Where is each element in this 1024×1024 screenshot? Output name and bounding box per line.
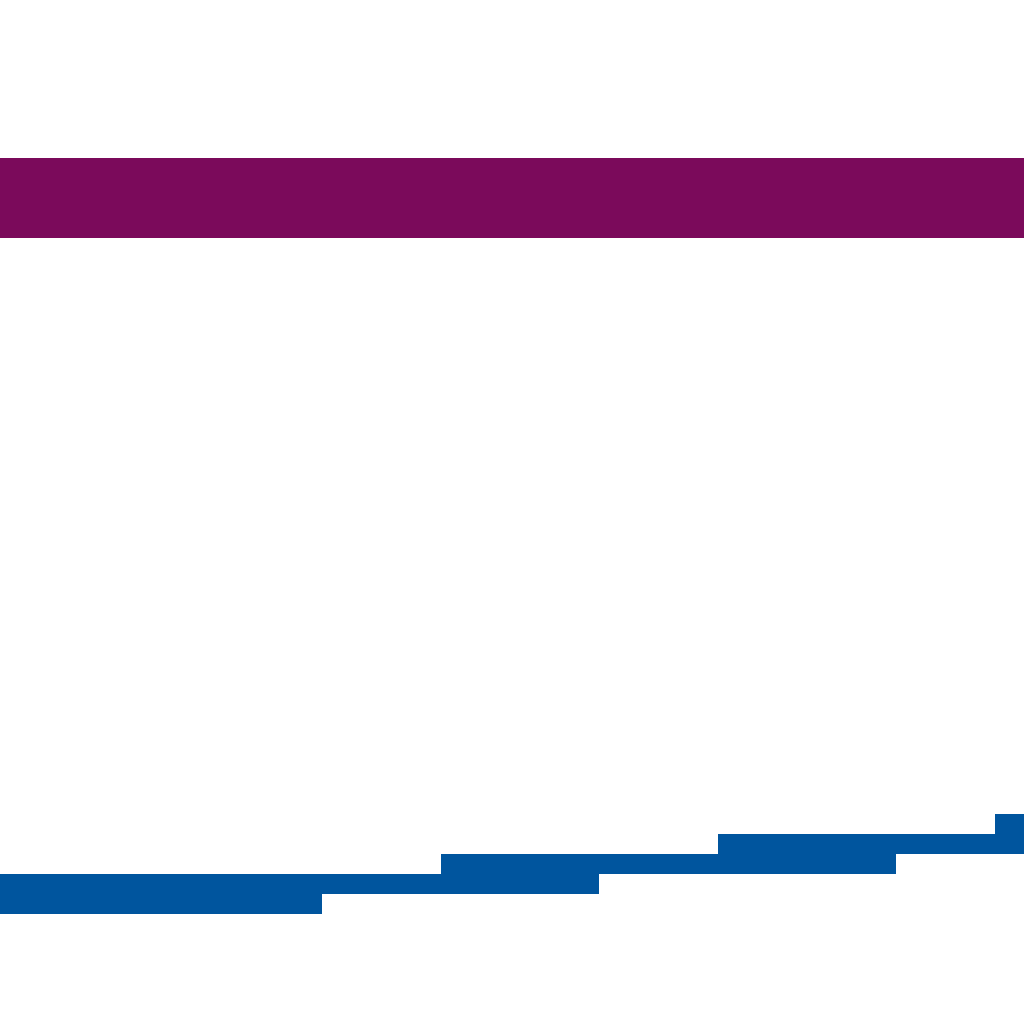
- stair-block-5: [718, 834, 896, 874]
- stair-block-6: [896, 834, 1024, 854]
- stair-block-7: [995, 814, 1024, 854]
- magenta-band: [0, 158, 1024, 238]
- stair-block-3: [441, 854, 599, 894]
- stair-block-1: [0, 874, 322, 914]
